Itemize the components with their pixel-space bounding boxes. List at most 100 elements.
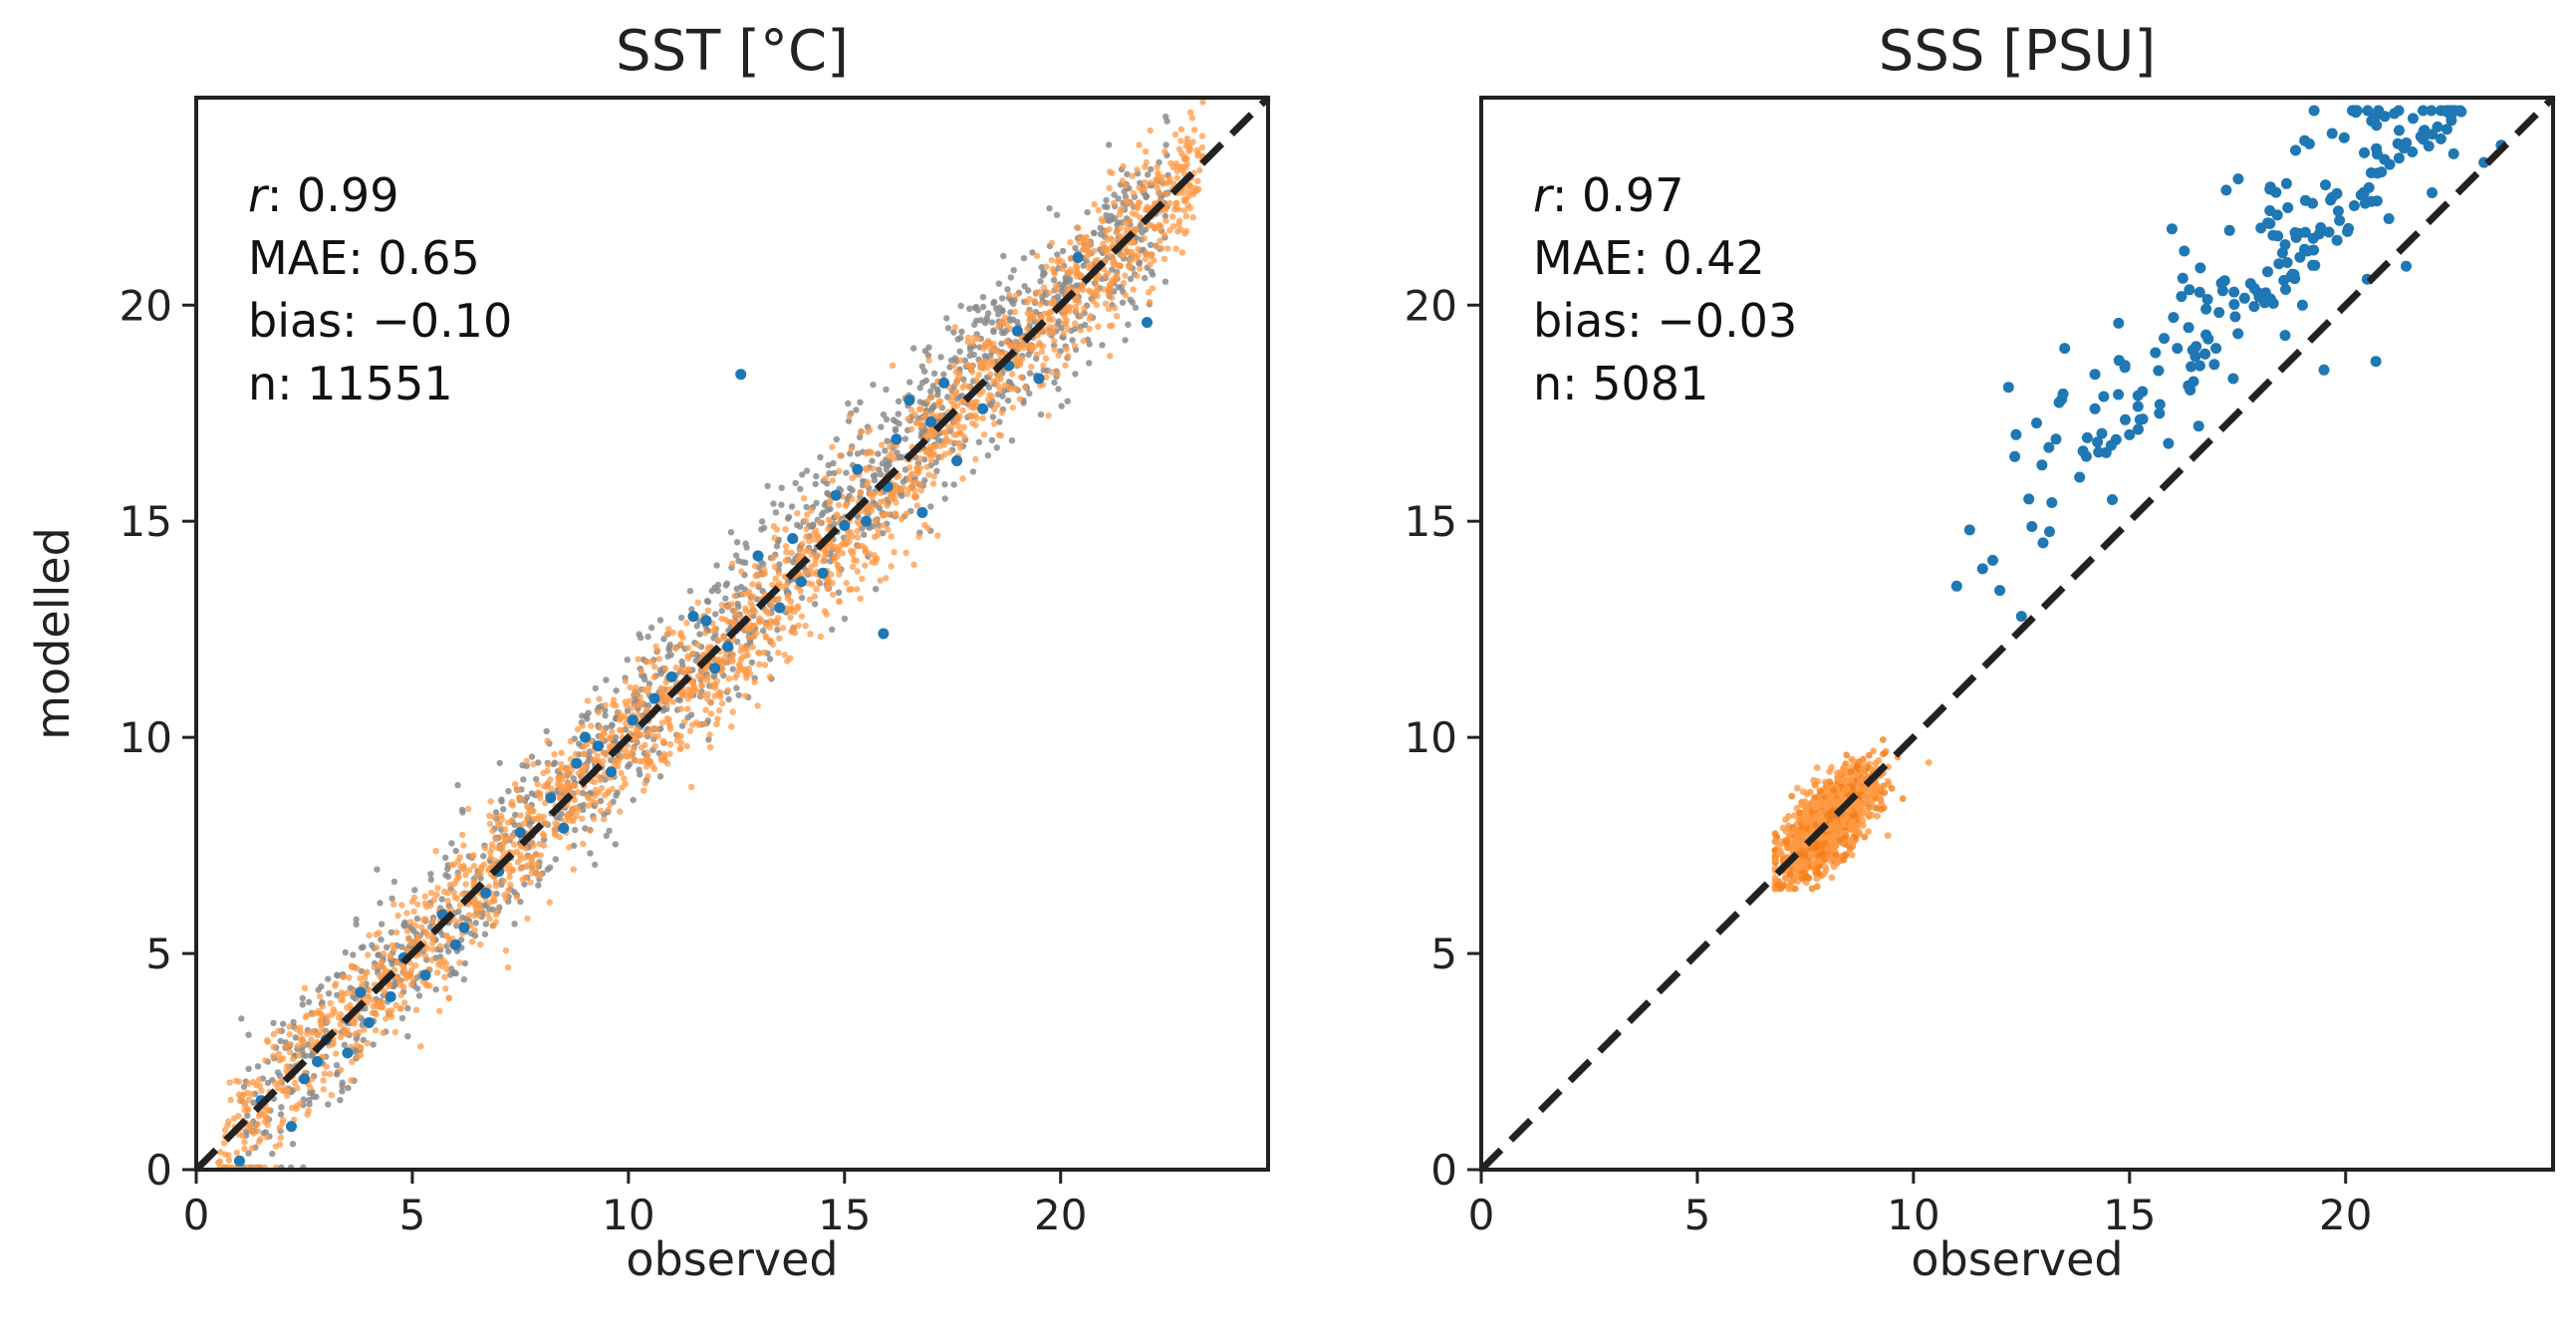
sst-grey-point <box>1040 367 1047 374</box>
sst-orange-point <box>309 1075 316 1083</box>
sst-orange-point <box>942 437 950 444</box>
sst-orange-point <box>930 450 937 457</box>
sst-grey-point <box>929 403 937 411</box>
sst-grey-point <box>927 388 934 395</box>
sst-grey-point <box>849 486 856 494</box>
sst-grey-point <box>1007 274 1014 281</box>
sst-grey-point <box>710 673 717 680</box>
sst-grey-point <box>910 345 917 352</box>
sst-orange-point <box>427 889 435 897</box>
sst-orange-point <box>724 686 731 693</box>
sss-orange-point <box>1786 833 1793 840</box>
sst-grey-point <box>933 386 940 393</box>
sst-grey-point <box>940 371 947 378</box>
sst-blue-point <box>1033 373 1045 385</box>
sst-orange-point <box>1178 249 1186 256</box>
sst-orange-point <box>262 1057 269 1064</box>
sst-grey-point <box>305 998 313 1005</box>
sst-orange-point <box>1071 343 1079 350</box>
sst-grey-point <box>1119 299 1127 306</box>
sst-blue-point <box>606 766 617 778</box>
sst-orange-point <box>1133 211 1140 218</box>
sst-orange-point <box>1171 131 1179 138</box>
sst-orange-point <box>433 891 440 899</box>
sst-stat-r-value: : 0.99 <box>267 168 399 222</box>
sst-blue-point <box>458 922 470 934</box>
sst-orange-point <box>348 962 356 969</box>
sst-orange-point <box>1046 315 1053 322</box>
sst-grey-point <box>981 352 988 360</box>
sst-orange-point <box>898 515 905 523</box>
sst-orange-point <box>468 938 476 945</box>
sst-grey-point <box>758 518 766 525</box>
sst-orange-point <box>333 1050 340 1057</box>
sst-grey-point <box>245 1065 252 1072</box>
sst-orange-point <box>1042 355 1050 362</box>
sst-orange-point <box>456 902 464 909</box>
sst-grey-point <box>725 695 732 703</box>
sst-grey-point <box>899 492 905 499</box>
sst-orange-point <box>235 1112 242 1120</box>
sst-orange-point <box>1143 158 1150 166</box>
sst-grey-point <box>584 715 591 722</box>
sst-orange-point <box>954 416 962 423</box>
sst-grey-point <box>579 789 587 797</box>
sst-grey-point <box>797 485 804 492</box>
sst-grey-point <box>829 626 836 633</box>
sst-blue-point <box>419 969 431 981</box>
sst-orange-point <box>690 683 698 690</box>
sst-orange-point <box>677 641 684 648</box>
sst-grey-point <box>845 400 852 407</box>
sst-orange-point <box>396 981 404 989</box>
sst-orange-point <box>501 892 508 899</box>
sst-orange-point <box>772 575 779 582</box>
sst-orange-point <box>784 592 792 599</box>
sst-orange-point <box>289 1055 297 1062</box>
sst-orange-point <box>887 443 894 450</box>
sst-orange-point <box>508 798 515 806</box>
sst-xtick-label: 20 <box>1034 1191 1087 1239</box>
sst-orange-point <box>407 919 414 926</box>
sst-orange-point <box>1052 286 1060 293</box>
sst-orange-point <box>516 794 523 802</box>
sst-grey-point <box>884 462 891 469</box>
sst-orange-point <box>337 1021 344 1028</box>
sst-orange-point <box>1065 353 1072 360</box>
sss-orange-point <box>1791 885 1799 893</box>
sst-orange-point <box>762 608 770 615</box>
sst-blue-point <box>545 792 557 804</box>
sss-orange-point <box>1868 811 1876 819</box>
sst-orange-point <box>742 692 749 699</box>
sst-orange-point <box>933 412 941 419</box>
sst-blue-point <box>916 507 928 518</box>
sst-orange-point <box>272 1080 279 1087</box>
sst-orange-point <box>328 1091 335 1099</box>
sst-grey-point <box>342 948 349 956</box>
sst-orange-point <box>695 721 702 728</box>
sst-orange-point <box>886 453 893 460</box>
sst-orange-point <box>1111 199 1118 206</box>
sst-grey-point <box>1053 211 1061 218</box>
sst-orange-point <box>892 483 899 491</box>
sst-orange-point <box>1171 205 1178 213</box>
sst-orange-point <box>873 516 880 524</box>
sst-orange-point <box>371 963 378 971</box>
sst-grey-point <box>302 1052 309 1059</box>
sst-orange-point <box>247 1121 254 1129</box>
sst-orange-point <box>988 393 995 400</box>
sst-orange-point <box>651 664 658 670</box>
sst-orange-point <box>1012 338 1019 346</box>
sst-grey-point <box>778 501 785 508</box>
sst-orange-point <box>527 879 534 886</box>
sst-grey-point <box>957 334 964 342</box>
sst-orange-point <box>1164 245 1171 252</box>
sst-orange-point <box>913 467 921 474</box>
sst-orange-point <box>408 898 416 905</box>
sst-grey-point <box>445 947 452 955</box>
sst-grey-point <box>944 394 951 401</box>
sst-orange-point <box>775 615 782 622</box>
sst-orange-point <box>1109 236 1117 243</box>
sst-orange-point <box>846 586 853 593</box>
sst-grey-point <box>511 889 518 896</box>
sst-orange-point <box>548 785 555 792</box>
